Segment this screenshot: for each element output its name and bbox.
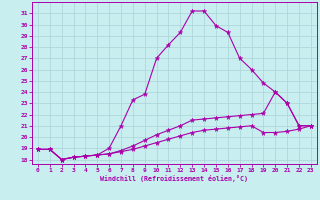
X-axis label: Windchill (Refroidissement éolien,°C): Windchill (Refroidissement éolien,°C) (100, 175, 248, 182)
